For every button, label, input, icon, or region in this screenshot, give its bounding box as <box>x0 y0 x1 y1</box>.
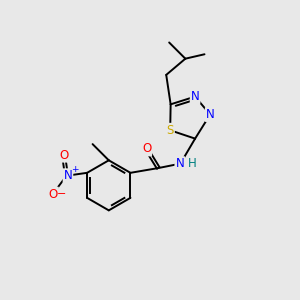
Text: N: N <box>176 157 184 170</box>
Text: O: O <box>49 188 58 200</box>
Text: +: + <box>71 165 79 174</box>
Text: O: O <box>142 142 151 155</box>
Text: O: O <box>59 149 68 162</box>
Text: N: N <box>64 169 72 182</box>
Text: −: − <box>57 189 66 199</box>
Text: N: N <box>206 108 214 121</box>
Text: N: N <box>191 90 200 103</box>
Text: S: S <box>167 124 174 137</box>
Text: H: H <box>188 157 197 170</box>
